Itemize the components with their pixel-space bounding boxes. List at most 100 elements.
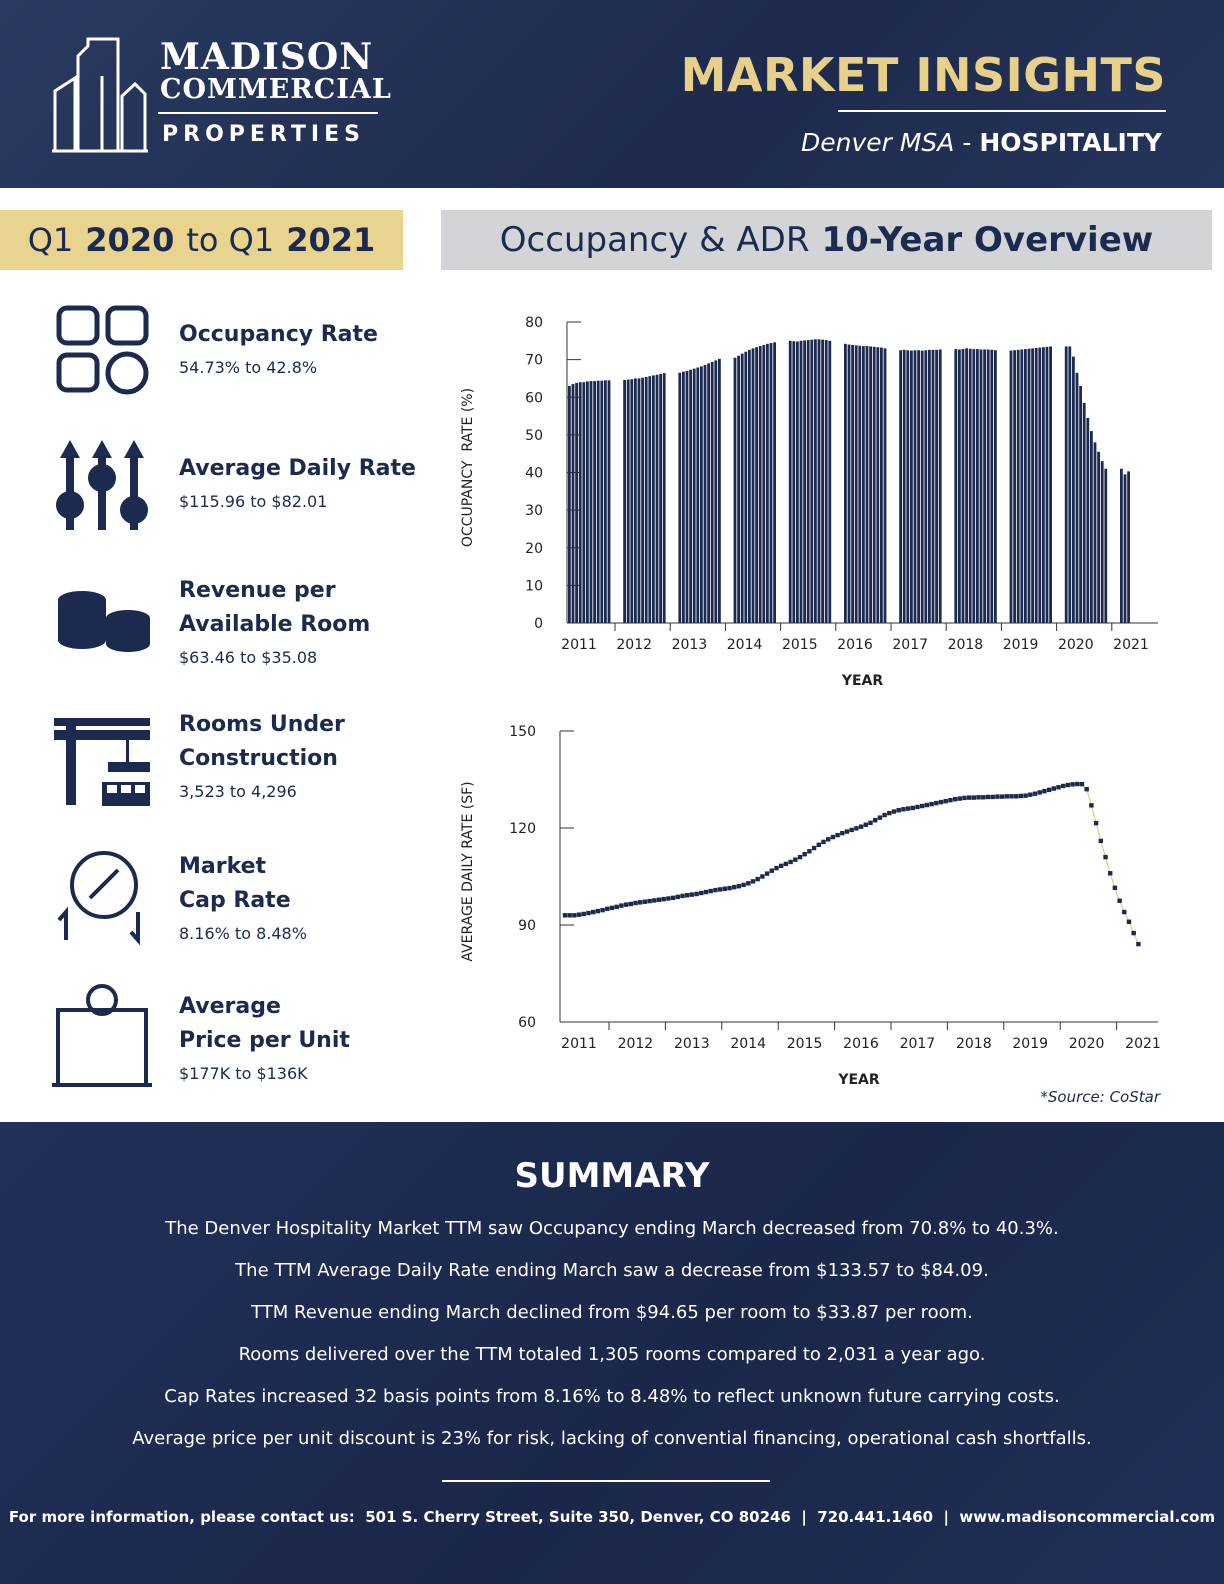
bar (637, 378, 641, 623)
point (807, 849, 812, 854)
bar (968, 348, 972, 623)
point (694, 891, 699, 897)
point (1126, 919, 1132, 924)
bar (593, 381, 596, 623)
summary-line: The Denver Hospitality Market TTM saw Oc… (165, 1218, 1059, 1239)
stat-value: 54.73% to 42.8% (179, 358, 318, 377)
point (633, 900, 638, 906)
bar (714, 360, 718, 623)
bar (1020, 349, 1024, 623)
stat: Market Cap Rate 8.16% to 8.48% (179, 850, 307, 943)
point (656, 897, 662, 902)
charts: 0 10 20 30 40 50 60 70 80 OCCUPANCY RATE (%) YEAR 2… (460, 315, 1161, 1088)
point (595, 908, 601, 914)
x-tick-label: 2019 (1003, 637, 1039, 653)
bar (986, 349, 990, 623)
bar (844, 343, 847, 623)
bar (623, 379, 626, 623)
point (586, 910, 591, 916)
bar (931, 349, 935, 623)
sep: - (962, 128, 972, 157)
bar (799, 340, 803, 623)
point (755, 876, 760, 882)
point (1136, 941, 1141, 947)
point (1042, 788, 1047, 794)
bar (586, 381, 589, 623)
point (1023, 793, 1028, 798)
bar (773, 342, 776, 623)
summary-lines: The Denver Hospitality Market TTM saw Oc… (0, 1208, 1224, 1460)
x-tick-label: 2018 (948, 637, 984, 653)
point (1131, 930, 1136, 936)
point (732, 884, 737, 890)
point (741, 882, 746, 888)
point (1079, 781, 1085, 787)
point (661, 896, 666, 902)
bar (910, 350, 913, 623)
y-axis-label: AVERAGE DAILY RATE (SF) (460, 781, 476, 961)
point (891, 809, 897, 814)
bar (899, 350, 902, 623)
bar (961, 349, 965, 623)
y-tick-label: 150 (509, 724, 536, 740)
point (811, 845, 817, 851)
bar (906, 350, 910, 623)
bar (682, 371, 685, 623)
point (1093, 820, 1099, 826)
bar (662, 373, 666, 623)
x-tick-label: 2017 (900, 1036, 936, 1052)
point (619, 903, 624, 908)
bar (817, 339, 821, 623)
point (999, 794, 1005, 799)
stat-label: Cap Rate (179, 888, 291, 913)
stat-value: 3,523 to 4,296 (179, 782, 297, 801)
bar (1100, 461, 1104, 623)
x-axis-label: YEAR (837, 1072, 880, 1088)
point (638, 900, 643, 905)
y-tick-label: 10 (525, 578, 543, 594)
bar (972, 349, 976, 623)
point (567, 913, 572, 918)
x-axis-label: YEAR (841, 673, 884, 689)
y-tick-label: 80 (525, 315, 543, 331)
place: Denver MSA (800, 128, 955, 157)
stat-label: Market (179, 854, 267, 879)
bar (575, 382, 578, 623)
bar (994, 350, 997, 623)
point (760, 874, 765, 879)
summary-title: SUMMARY (514, 1156, 710, 1196)
bar (1034, 347, 1038, 623)
point (1098, 838, 1103, 844)
bar (600, 380, 604, 623)
point (1037, 790, 1042, 795)
point (675, 894, 680, 900)
bar (883, 348, 887, 623)
point (793, 857, 798, 862)
x-tick-label: 2012 (616, 637, 652, 653)
point (797, 854, 803, 860)
stat: Revenue per Available Room $63.46 to $35.0… (179, 574, 370, 667)
point (830, 834, 836, 840)
point (1117, 898, 1122, 903)
bar (1038, 347, 1042, 623)
point (971, 795, 977, 800)
summary-line: Cap Rates increased 32 basis points from… (164, 1386, 1060, 1407)
y-tick-label: 90 (518, 918, 536, 934)
point (614, 904, 619, 910)
header: MADISON COMMERCIAL PROPERTIES MARKET INS… (0, 0, 1224, 188)
bar (762, 344, 766, 623)
summary-line: Rooms delivered over the TTM totaled 1,3… (238, 1344, 986, 1365)
bar (751, 348, 755, 623)
bar (824, 340, 828, 623)
bar (1093, 442, 1097, 623)
point (1056, 785, 1061, 790)
bar (810, 339, 814, 623)
bar (568, 385, 571, 623)
bar (1016, 349, 1020, 623)
bar (1120, 468, 1123, 623)
x-tick-label: 2014 (727, 637, 763, 653)
y-tick-label: 60 (518, 1015, 536, 1031)
footer: For more information, please contact us:… (8, 1508, 1216, 1526)
stat: Rooms Under Construction 3,523 to 4,296 (179, 708, 345, 801)
